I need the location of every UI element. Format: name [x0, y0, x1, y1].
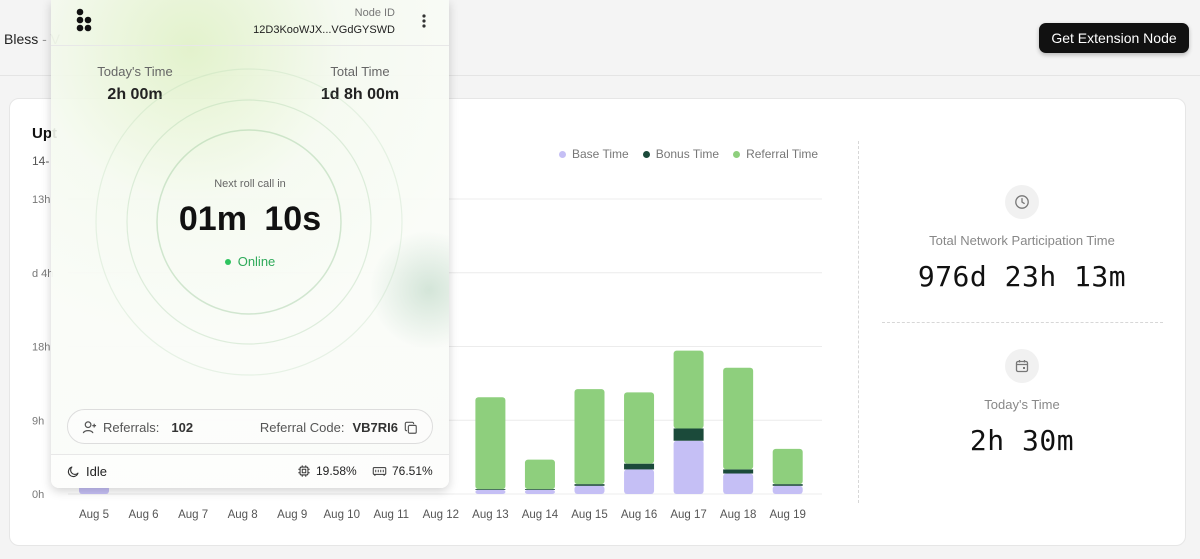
- card-title: Upt: [32, 125, 57, 142]
- referrals-label: Referrals:: [103, 420, 160, 435]
- bar-segment-bonus-time[interactable]: [524, 489, 555, 490]
- cpu-value: 19.58%: [316, 464, 357, 478]
- x-tick-label: Aug 19: [769, 509, 805, 521]
- x-tick-label: Aug 18: [720, 509, 756, 521]
- memory-icon: [372, 467, 387, 476]
- bar-segment-base-time[interactable]: [723, 473, 754, 494]
- bless-logo-icon: [76, 8, 92, 32]
- total-participation-value: 976d 23h 13m: [917, 260, 1127, 293]
- popup-footer: Idle 19.58% 76.51%: [51, 454, 449, 488]
- referral-code-info: Referral Code: VB7RI6: [260, 420, 418, 435]
- x-tick-label: Aug 12: [423, 509, 459, 521]
- legend-label-referral: Referral Time: [746, 147, 819, 161]
- bar-segment-referral-time[interactable]: [475, 397, 506, 490]
- y-tick-label: 18h: [32, 342, 50, 354]
- node-id-value: 12D3KooWJX...VGdGYSWD: [253, 24, 395, 36]
- bar-segment-bonus-time[interactable]: [673, 428, 704, 441]
- today-time-value: 2h 30m: [969, 424, 1075, 457]
- bar-segment-bonus-time[interactable]: [475, 489, 506, 490]
- idle-status: Idle: [67, 464, 107, 479]
- x-tick-label: Aug 6: [129, 509, 159, 521]
- legend-swatch-base: [559, 150, 566, 158]
- referrals-count: 102: [171, 420, 194, 435]
- legend-item-bonus-time[interactable]: Bonus Time: [642, 147, 720, 161]
- card-subtitle: 14-: [32, 154, 50, 168]
- x-tick-label: Aug 13: [472, 509, 508, 521]
- x-tick-label: Aug 5: [79, 509, 109, 521]
- calendar-icon: [1005, 349, 1039, 383]
- bar-segment-bonus-time[interactable]: [723, 469, 754, 474]
- popup-total-time-value: 1d 8h 00m: [320, 86, 400, 103]
- moon-icon: [67, 466, 79, 478]
- legend-item-referral-time[interactable]: Referral Time: [733, 147, 818, 161]
- bar-segment-bonus-time[interactable]: [772, 484, 803, 486]
- popup-header: Node ID 12D3KooWJX...VGdGYSWD: [51, 0, 449, 46]
- y-tick-label: 13h: [32, 194, 50, 206]
- bar-segment-base-time[interactable]: [524, 489, 555, 494]
- more-options-icon[interactable]: [421, 12, 427, 30]
- legend-item-base-time[interactable]: Base Time: [559, 147, 629, 161]
- node-id-label: Node ID: [354, 7, 395, 19]
- x-tick-label: Aug 8: [228, 509, 258, 521]
- cpu-usage: 19.58%: [297, 464, 357, 478]
- bar-segment-base-time[interactable]: [772, 485, 803, 494]
- chart-legend: Base Time Bonus Time Referral Time: [559, 147, 818, 161]
- cpu-icon: [298, 465, 310, 477]
- bar-segment-base-time[interactable]: [624, 469, 655, 494]
- bar-segment-base-time[interactable]: [475, 489, 506, 494]
- x-tick-label: Aug 16: [621, 509, 657, 521]
- stats-divider-vertical: [858, 141, 859, 503]
- referrals-info: Referrals: 102: [82, 420, 193, 435]
- bar-segment-referral-time[interactable]: [524, 459, 555, 490]
- y-tick-label: 0h: [32, 489, 44, 501]
- x-tick-label: Aug 9: [277, 509, 307, 521]
- x-tick-label: Aug 11: [373, 509, 409, 521]
- x-tick-label: Aug 14: [522, 509, 559, 521]
- referral-code-label: Referral Code:: [259, 420, 345, 435]
- stats-divider-horizontal: [882, 322, 1163, 323]
- idle-label: Idle: [86, 464, 107, 479]
- x-tick-label: Aug 17: [670, 509, 706, 521]
- memory-usage: 76.51%: [372, 464, 433, 478]
- bar-segment-referral-time[interactable]: [772, 448, 803, 485]
- legend-label-bonus: Bonus Time: [655, 147, 720, 161]
- x-tick-label: Aug 10: [324, 509, 360, 521]
- total-participation-label: Total Network Participation Time: [929, 233, 1115, 248]
- popup-total-time-label: Total Time: [330, 64, 390, 79]
- bar-segment-base-time[interactable]: [574, 485, 605, 494]
- bar-segment-bonus-time[interactable]: [574, 484, 605, 486]
- status-label: Online: [237, 254, 276, 269]
- roll-call-countdown: 01m 10s: [178, 200, 322, 238]
- bar-segment-base-time[interactable]: [673, 440, 704, 494]
- legend-swatch-referral: [733, 150, 741, 158]
- status-online: Online: [51, 254, 449, 269]
- bar-segment-referral-time[interactable]: [574, 389, 605, 485]
- extension-popup: Node ID 12D3KooWJX...VGdGYSWD Today's Ti…: [51, 0, 449, 488]
- popup-todays-time-value: 2h 00m: [107, 86, 163, 103]
- x-tick-label: Aug 15: [571, 509, 607, 521]
- legend-label-base: Base Time: [572, 147, 629, 161]
- memory-value: 76.51%: [392, 464, 433, 478]
- brand-name: Bless: [4, 31, 39, 47]
- x-tick-label: Aug 7: [178, 509, 208, 521]
- get-extension-node-button[interactable]: Get Extension Node: [1039, 23, 1189, 53]
- bar-segment-referral-time[interactable]: [723, 367, 754, 470]
- referral-box: Referrals: 102 Referral Code: VB7RI6: [67, 409, 433, 444]
- bar-segment-referral-time[interactable]: [673, 350, 704, 429]
- y-tick-label: 9h: [32, 415, 44, 427]
- copy-icon[interactable]: [404, 421, 418, 435]
- legend-swatch-bonus: [642, 150, 650, 158]
- popup-todays-time-label: Today's Time: [97, 64, 173, 79]
- bar-segment-referral-time[interactable]: [624, 392, 655, 464]
- roll-call-label: Next roll call in: [214, 178, 286, 190]
- countdown-rings-decoration: [95, 68, 403, 376]
- referral-code-value: VB7RI6: [352, 420, 398, 435]
- bar-segment-bonus-time[interactable]: [624, 463, 655, 470]
- clock-icon: [1005, 185, 1039, 219]
- y-tick-label: d 4h: [32, 268, 53, 280]
- today-time-label: Today's Time: [984, 397, 1060, 412]
- user-add-icon: [82, 421, 97, 434]
- online-dot-icon: [224, 258, 231, 265]
